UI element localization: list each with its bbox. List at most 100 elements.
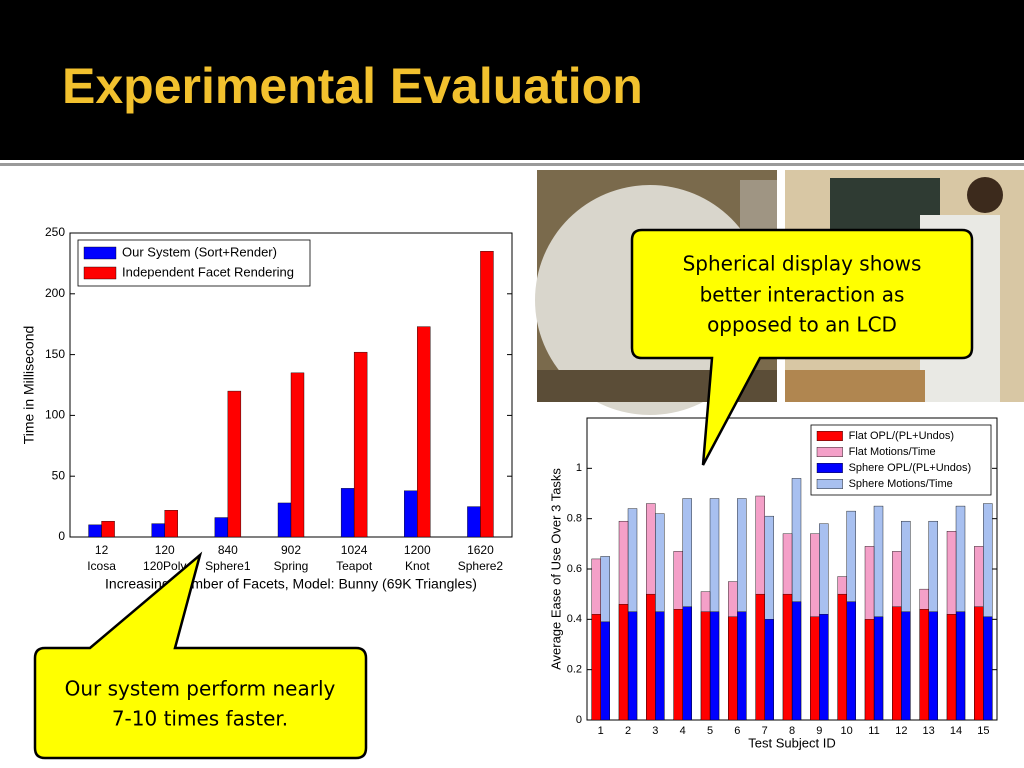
y-tick-label: 1: [576, 462, 582, 474]
x-tick-sublabel: Spring: [274, 559, 309, 573]
x-tick-label: 4: [680, 725, 686, 737]
x-tick-sublabel: Teapot: [336, 559, 373, 573]
bar: [151, 523, 165, 538]
x-tick-label: 5: [707, 725, 713, 737]
callout-text: Our system perform nearly: [65, 677, 336, 701]
bar: [782, 593, 793, 721]
legend-swatch: [83, 246, 117, 260]
x-tick-sublabel: Sphere1: [205, 559, 251, 573]
y-tick-label: 0.8: [567, 513, 582, 525]
bar: [819, 614, 829, 721]
bar: [928, 611, 938, 721]
x-tick-label: 9: [816, 725, 822, 737]
bar: [737, 611, 747, 721]
x-tick-label: 8: [789, 725, 795, 737]
callout-text: 7-10 times faster.: [112, 707, 288, 731]
bar: [227, 390, 242, 538]
x-tick-sublabel: 120Poly: [143, 559, 186, 573]
charts: 05010015020025012Icosa120120Poly840Spher…: [21, 225, 998, 750]
legend-label: Our System (Sort+Render): [122, 244, 277, 259]
x-tick-label: 6: [734, 725, 740, 737]
x-tick-sublabel: Icosa: [87, 559, 116, 573]
legend-label: Flat Motions/Time: [849, 446, 936, 458]
bar: [764, 619, 774, 721]
y-tick-label: 50: [52, 468, 66, 482]
bar: [655, 611, 665, 721]
bar: [791, 601, 802, 721]
y-tick-label: 100: [45, 408, 65, 422]
legend-swatch: [816, 479, 843, 490]
legend-label: Sphere Motions/Time: [849, 478, 953, 490]
chart: 0 50 100 150 200 250 12 Icosa 120 120Poly 840 Spher…: [21, 225, 513, 592]
x-tick-label: 14: [950, 725, 962, 737]
x-tick-label: 15: [977, 725, 989, 737]
x-tick-label: 902: [281, 543, 301, 557]
bar: [846, 601, 856, 721]
legend-label: Flat OPL/(PL+Undos): [849, 430, 954, 442]
legend-swatch: [816, 463, 843, 474]
bar: [340, 488, 355, 538]
bar: [600, 621, 610, 721]
bar: [709, 611, 720, 721]
x-tick-label: 840: [218, 543, 238, 557]
legend-swatch: [816, 447, 843, 458]
bar: [591, 614, 601, 721]
bar: [682, 606, 692, 721]
y-tick-label: 250: [45, 225, 65, 239]
callout-text: better interaction as: [700, 283, 905, 307]
bar: [480, 251, 494, 538]
callout-text: opposed to an LCD: [707, 313, 897, 337]
bar: [618, 604, 629, 721]
x-tick-label: 12: [895, 725, 907, 737]
x-tick-label: 10: [841, 725, 853, 737]
legend-swatch: [83, 266, 117, 280]
bar: [873, 616, 884, 721]
callout-text: Spherical display shows: [683, 252, 922, 276]
y-tick-label: 0.6: [567, 563, 582, 575]
bar: [290, 372, 305, 538]
x-tick-label: 13: [923, 725, 935, 737]
bar: [974, 606, 984, 721]
y-tick-label: 200: [45, 286, 65, 300]
x-tick-label: 1024: [341, 543, 368, 557]
bar: [417, 326, 431, 538]
legend-swatch: [816, 431, 843, 442]
x-tick-label: 1200: [404, 543, 431, 557]
chart: 00.20.40.60.811 2 3 4 5 6 7 8 9 10 11 12 13 14 15Test …: [548, 417, 998, 750]
bar: [700, 611, 711, 721]
bar: [864, 619, 875, 721]
bar: [467, 506, 481, 538]
y-axis-label: Average Ease of Use Over 3 Tasks: [548, 468, 563, 670]
bar: [627, 611, 638, 721]
legend-label: Independent Facet Rendering: [122, 264, 294, 279]
x-axis-label: Test Subject ID: [748, 735, 835, 750]
callout-bottom: Our system perform nearly 7-10 times fas…: [33, 551, 368, 760]
bar: [901, 611, 911, 721]
bar: [101, 520, 115, 538]
x-tick-label: 1620: [467, 543, 494, 557]
y-tick-label: 0.2: [567, 664, 582, 676]
header-band: [0, 0, 1024, 160]
y-axis-label: Time in Millisecond: [21, 326, 37, 445]
legend-label: Sphere OPL/(PL+Undos): [849, 462, 972, 474]
bar: [919, 609, 929, 721]
bar: [673, 609, 683, 721]
bar: [946, 614, 957, 721]
x-tick-label: 11: [868, 725, 879, 737]
header-rule: [0, 163, 1024, 166]
y-tick-label: 0: [576, 714, 582, 726]
x-axis-label: Increasing Number of Facets, Model: Bunn…: [105, 576, 477, 592]
x-tick-sublabel: Sphere2: [458, 559, 504, 573]
x-tick-label: 7: [762, 725, 768, 737]
bar: [353, 351, 368, 538]
bar: [837, 593, 847, 721]
x-tick-label: 2: [625, 725, 631, 737]
y-tick-label: 0.4: [567, 613, 582, 625]
x-tick-label: 120: [155, 543, 175, 557]
bar: [755, 593, 765, 721]
x-tick-label: 12: [95, 543, 109, 557]
bar: [892, 606, 902, 721]
legend-box: [77, 239, 311, 287]
callout-top: Spherical display shows better interacti…: [630, 228, 974, 466]
